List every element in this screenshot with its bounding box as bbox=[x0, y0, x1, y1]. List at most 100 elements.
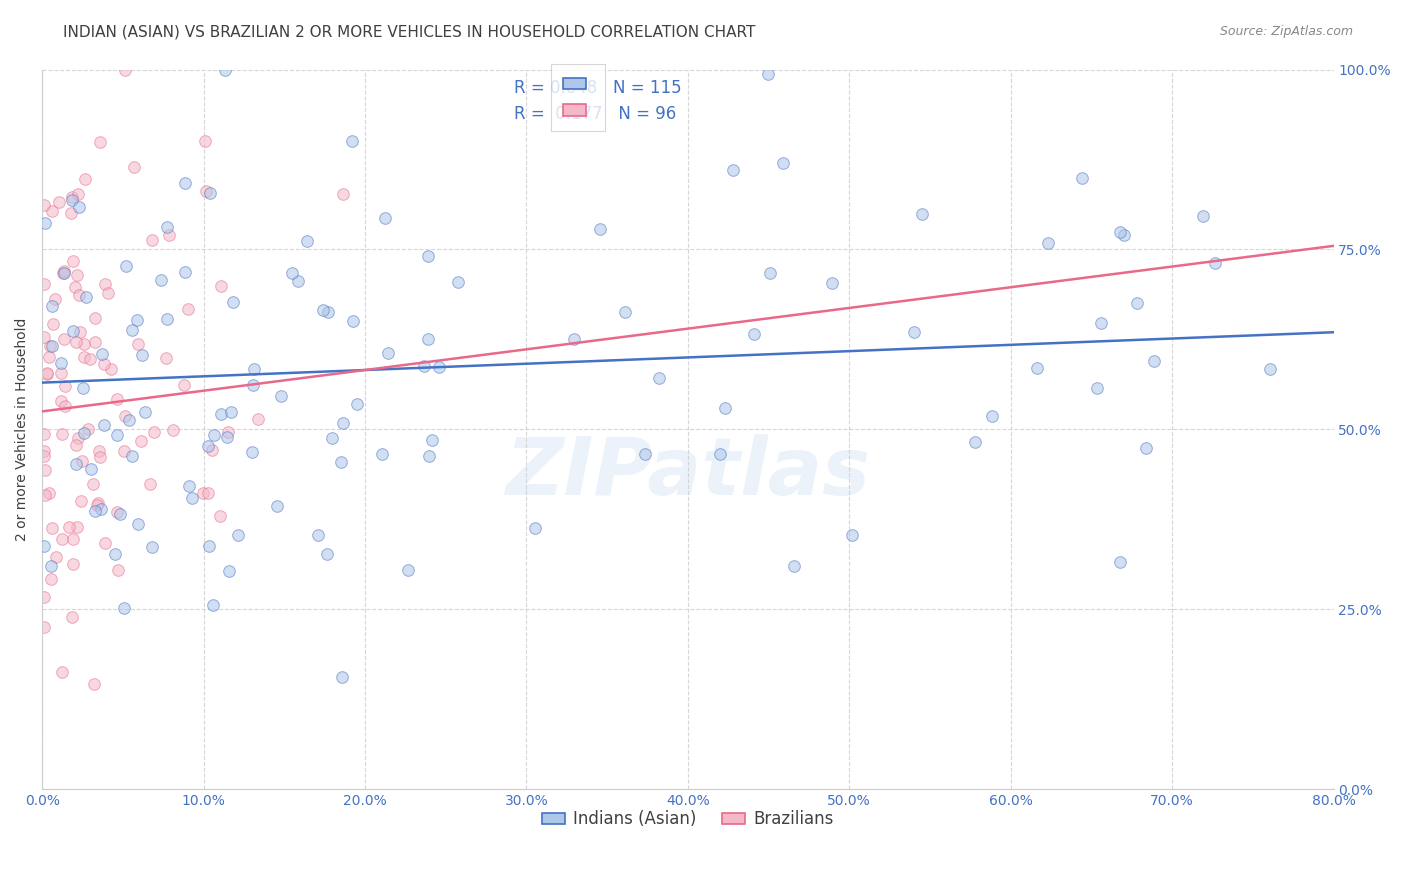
Point bbox=[198, 186, 221, 200]
Point bbox=[60, 190, 83, 204]
Point bbox=[66, 520, 89, 534]
Point bbox=[242, 378, 264, 392]
Point bbox=[1038, 236, 1060, 251]
Point bbox=[105, 428, 128, 442]
Point bbox=[131, 348, 153, 362]
Point bbox=[1204, 256, 1226, 270]
Point bbox=[49, 366, 72, 380]
Point bbox=[903, 325, 925, 339]
Point bbox=[32, 198, 55, 212]
Point bbox=[62, 324, 84, 338]
Point bbox=[39, 339, 62, 353]
Point bbox=[41, 338, 63, 352]
Point bbox=[332, 416, 354, 430]
Point bbox=[1258, 362, 1281, 376]
Point bbox=[342, 314, 364, 328]
Point bbox=[89, 136, 111, 150]
Point bbox=[67, 288, 90, 302]
Point bbox=[194, 184, 217, 198]
Point bbox=[427, 360, 450, 375]
Point bbox=[141, 233, 163, 247]
Point bbox=[75, 290, 97, 304]
Point bbox=[330, 670, 353, 684]
Point bbox=[332, 187, 354, 202]
Point bbox=[911, 207, 934, 221]
Point bbox=[38, 486, 60, 500]
Y-axis label: 2 or more Vehicles in Household: 2 or more Vehicles in Household bbox=[15, 318, 30, 541]
Point bbox=[70, 454, 93, 468]
Point bbox=[53, 399, 76, 413]
Point bbox=[173, 176, 195, 190]
Point bbox=[90, 502, 112, 516]
Point bbox=[197, 439, 219, 453]
Text: INDIAN (ASIAN) VS BRAZILIAN 2 OR MORE VEHICLES IN HOUSEHOLD CORRELATION CHART: INDIAN (ASIAN) VS BRAZILIAN 2 OR MORE VE… bbox=[63, 25, 755, 40]
Point bbox=[60, 610, 83, 624]
Point bbox=[396, 563, 419, 577]
Point bbox=[41, 299, 63, 313]
Point bbox=[65, 335, 87, 350]
Point bbox=[44, 292, 66, 306]
Point bbox=[312, 303, 335, 318]
Point bbox=[107, 563, 129, 577]
Point bbox=[143, 425, 166, 439]
Point bbox=[118, 413, 141, 427]
Point bbox=[1109, 555, 1132, 569]
Point bbox=[141, 541, 163, 555]
Point bbox=[67, 431, 90, 445]
Point bbox=[346, 397, 368, 411]
Point bbox=[756, 67, 779, 81]
Point bbox=[34, 216, 56, 230]
Point bbox=[32, 426, 55, 441]
Point bbox=[58, 520, 80, 534]
Point bbox=[121, 449, 143, 463]
Point bbox=[35, 366, 58, 380]
Point bbox=[222, 294, 245, 309]
Point bbox=[94, 536, 117, 550]
Point bbox=[821, 276, 844, 290]
Text: ZIPatlas: ZIPatlas bbox=[505, 434, 870, 512]
Point bbox=[94, 277, 117, 291]
Point bbox=[53, 264, 76, 278]
Point bbox=[287, 274, 309, 288]
Point bbox=[66, 268, 89, 282]
Point bbox=[127, 336, 149, 351]
Point bbox=[41, 520, 63, 534]
Point bbox=[114, 409, 136, 423]
Text: R = 0.048   N = 115: R = 0.048 N = 115 bbox=[513, 78, 681, 96]
Point bbox=[1071, 171, 1094, 186]
Point bbox=[51, 532, 73, 546]
Point bbox=[32, 539, 55, 553]
Point bbox=[201, 443, 224, 458]
Point bbox=[772, 155, 794, 169]
Point bbox=[83, 334, 105, 349]
Point bbox=[93, 357, 115, 371]
Point bbox=[191, 486, 214, 500]
Point bbox=[52, 266, 75, 280]
Point bbox=[53, 379, 76, 393]
Point bbox=[374, 211, 396, 226]
Point bbox=[1109, 225, 1132, 239]
Point bbox=[127, 516, 149, 531]
Point bbox=[62, 532, 84, 546]
Point bbox=[709, 447, 731, 461]
Point bbox=[634, 448, 657, 462]
Point bbox=[217, 425, 239, 439]
Point bbox=[49, 356, 72, 370]
Point bbox=[51, 427, 73, 442]
Point bbox=[93, 417, 115, 432]
Point bbox=[226, 527, 249, 541]
Point bbox=[89, 443, 111, 458]
Point bbox=[1085, 381, 1108, 395]
Point bbox=[243, 361, 266, 376]
Point bbox=[129, 434, 152, 448]
Point bbox=[270, 389, 292, 403]
Point bbox=[32, 591, 55, 605]
Point bbox=[202, 427, 225, 442]
Point bbox=[316, 547, 339, 561]
Point bbox=[198, 540, 221, 554]
Point bbox=[447, 275, 470, 289]
Point bbox=[139, 477, 162, 491]
Point bbox=[49, 393, 72, 408]
Point bbox=[86, 496, 108, 510]
Point bbox=[100, 361, 122, 376]
